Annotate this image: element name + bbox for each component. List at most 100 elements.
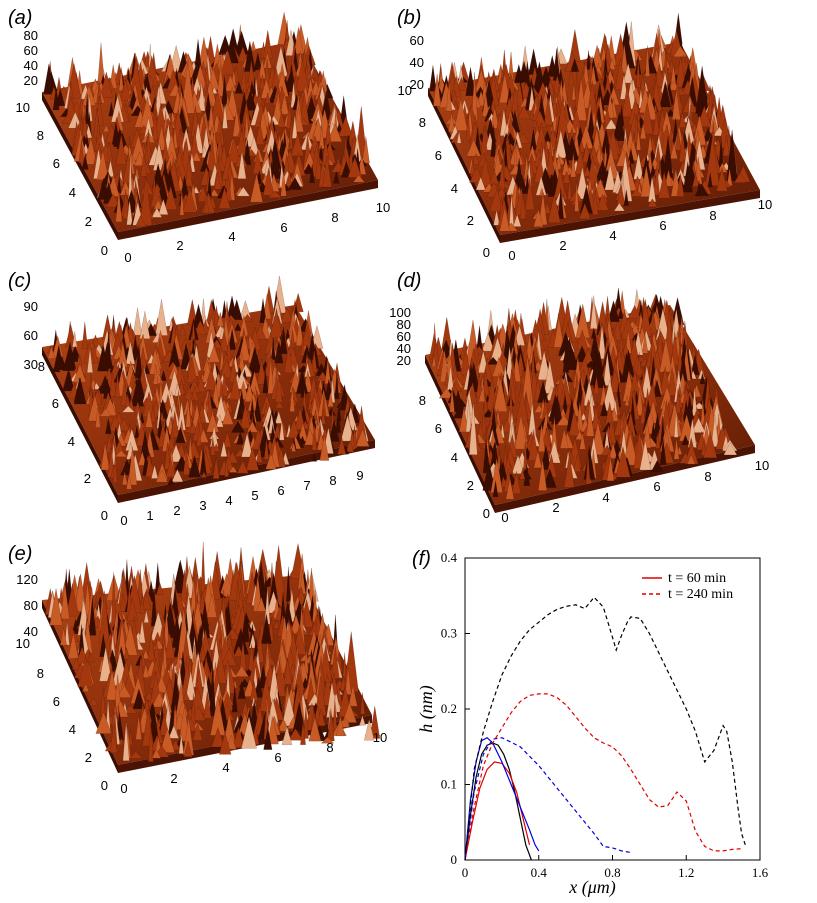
surface-spike (687, 454, 696, 465)
surface-spike (222, 103, 228, 129)
surface-spike (203, 691, 212, 719)
surface-spike (263, 167, 275, 196)
surface-spike (127, 446, 138, 486)
surface-spike (499, 73, 511, 103)
surface-spike (224, 456, 229, 477)
x-tick-label: 4 (222, 760, 229, 775)
surface-spike (575, 147, 586, 175)
surface-spike (682, 161, 693, 193)
surface-spike (140, 151, 147, 177)
surface-spike (480, 125, 488, 154)
surface-spike (231, 685, 238, 713)
surface-spike (667, 367, 677, 396)
surface-spike (478, 157, 492, 187)
surface-spike (155, 299, 168, 336)
surface-spike (322, 156, 332, 188)
surface-spike (453, 100, 458, 110)
surface-spike (126, 199, 133, 226)
surface-spike (99, 408, 113, 417)
surface-spike (553, 317, 565, 348)
surface-spike (212, 456, 220, 479)
x-tick-label: 6 (277, 483, 284, 498)
surface-spike (340, 160, 352, 178)
surface-spike (652, 110, 661, 136)
surface-spike (145, 453, 154, 477)
surface-spike (88, 596, 97, 636)
surface-spike (213, 305, 220, 326)
surface-spike (182, 187, 198, 213)
surface-spike (490, 124, 497, 157)
surface-spike (103, 124, 110, 132)
legend-label: t = 240 min (668, 587, 733, 602)
z-tick-label: 80 (24, 28, 38, 43)
surface-spike (256, 359, 267, 385)
surface-spike (190, 385, 199, 401)
surface-spike (206, 139, 217, 172)
surface-spike (219, 732, 232, 755)
surface-spike (263, 437, 270, 460)
surface-spike (82, 683, 90, 692)
x-tick-label: 6 (274, 750, 281, 765)
z-tick-label: 40 (397, 341, 411, 356)
surface-spike (96, 150, 109, 180)
surface-spike (143, 363, 150, 375)
surface-spike (570, 152, 576, 178)
surface-spike (207, 344, 220, 363)
surface-spike (537, 350, 551, 380)
surface-spike (592, 190, 599, 215)
surface-spike (674, 131, 682, 151)
x-tick-label: 6 (659, 218, 666, 233)
surface-spike (481, 403, 486, 434)
surface-spike (227, 401, 233, 413)
surface-spike (593, 375, 600, 395)
surface-spike (135, 715, 142, 740)
surface-edge-right (118, 180, 378, 240)
surface-spike (185, 670, 197, 701)
surface-spike (542, 468, 557, 488)
x-tick-label: 0 (462, 865, 469, 880)
surface-spike (511, 471, 521, 494)
surface-spike (311, 423, 318, 451)
surface-spike (275, 410, 283, 424)
surface-spike (283, 658, 292, 685)
surface-spike (122, 623, 138, 656)
surface-spike (640, 404, 646, 424)
surface-spike (175, 426, 186, 443)
surface-spike (279, 326, 288, 355)
surface-spike (120, 380, 129, 406)
surface-spike (145, 407, 153, 428)
x-axis-label: x (μm) (568, 877, 616, 898)
surface-spike (335, 122, 343, 132)
surface-spike (262, 371, 269, 394)
y-tick-label: 0 (483, 506, 490, 521)
surface-spike (287, 728, 304, 741)
surface-spike (126, 472, 132, 490)
x-tick-label: 2 (552, 500, 559, 515)
surface-spike (71, 656, 81, 670)
surface-spike (226, 136, 241, 164)
surface-spike (364, 719, 375, 741)
surface-spike (320, 736, 335, 744)
surface-spike (206, 412, 220, 433)
surface-spike (562, 170, 571, 184)
surface-spike (198, 428, 209, 443)
surface-spike (214, 171, 222, 190)
surface-spike (234, 665, 249, 677)
y-tick-label: 0.3 (441, 626, 457, 641)
y-tick-label: 6 (53, 694, 60, 709)
z-tick-label: 60 (24, 43, 38, 58)
y-tick-label: 0 (451, 852, 458, 867)
surface-spike (256, 596, 267, 612)
surface-spike (105, 193, 121, 208)
y-tick-label: 4 (69, 185, 76, 200)
surface-edge-left (428, 88, 500, 243)
surface-spike (237, 681, 246, 699)
surface-spike (267, 716, 279, 745)
x-tick-label: 8 (704, 469, 711, 484)
surface-spike (523, 463, 531, 486)
surface-spike (641, 333, 649, 354)
y-tick-label: 10 (16, 636, 30, 651)
surface-spike (505, 477, 515, 500)
surface-spike (273, 620, 280, 629)
z-tick-label: 40 (24, 624, 38, 639)
